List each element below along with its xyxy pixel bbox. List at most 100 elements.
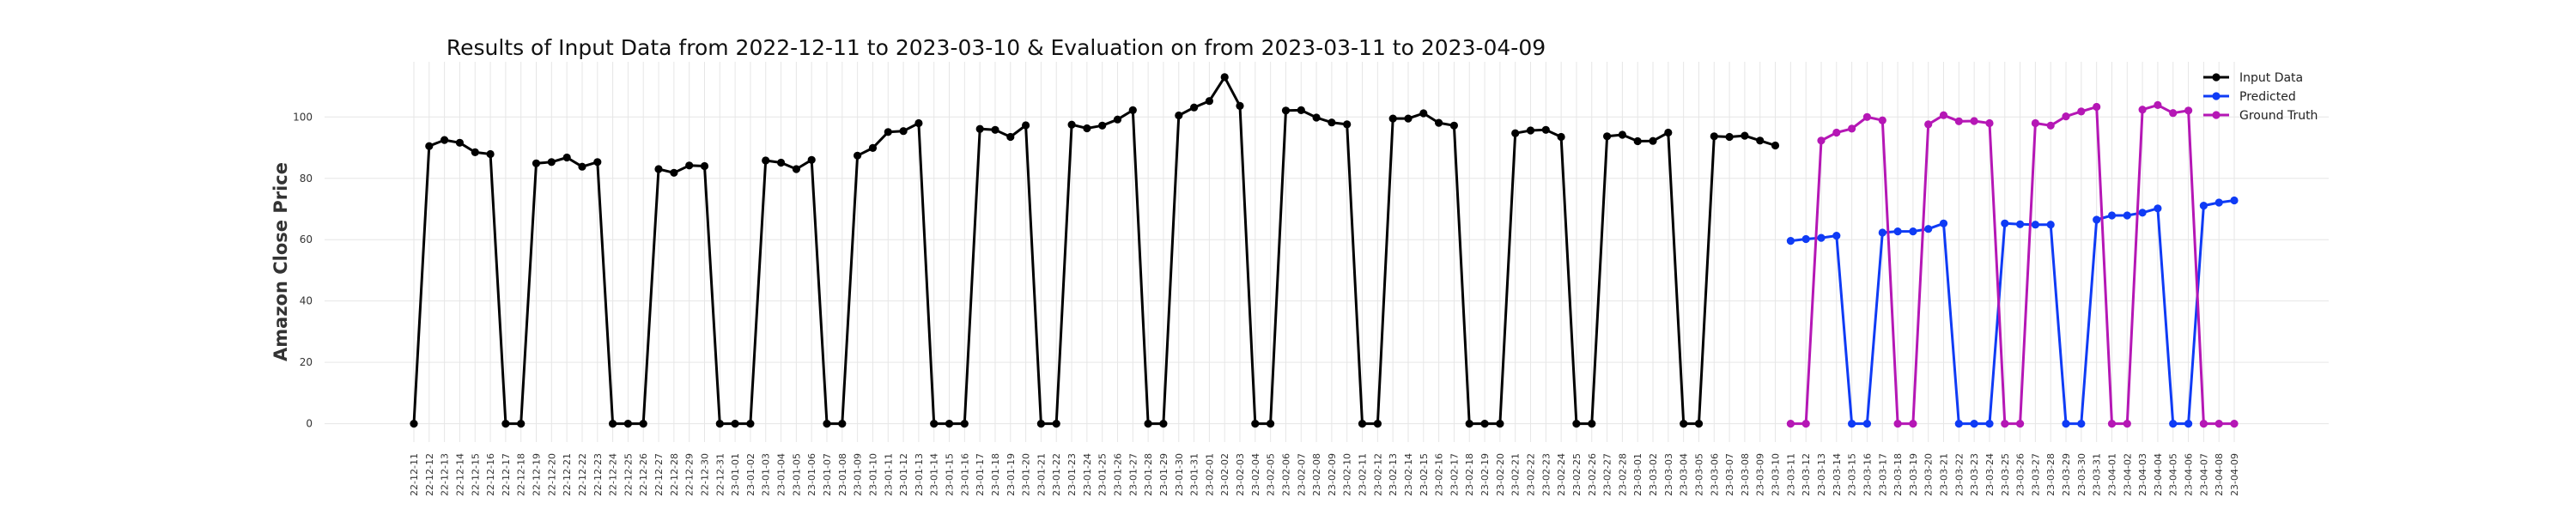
legend-swatch-marker <box>2212 73 2221 82</box>
data-point <box>639 420 647 428</box>
chart-title: Results of Input Data from 2022-12-11 to… <box>447 35 1546 60</box>
data-point <box>1067 120 1076 129</box>
data-point <box>868 143 878 152</box>
x-tick-label: 23-02-21 <box>1510 453 1522 496</box>
x-tick-label: 23-03-20 <box>1923 453 1935 496</box>
x-tick-label: 23-03-04 <box>1679 453 1690 496</box>
data-point <box>2169 420 2178 428</box>
x-tick-label: 23-02-05 <box>1266 453 1277 496</box>
data-point <box>1909 420 1917 428</box>
x-tick-label: 23-03-19 <box>1908 453 1919 496</box>
data-point <box>517 420 526 428</box>
x-tick-label: 23-03-24 <box>1984 453 1996 496</box>
x-tick-label: 23-01-19 <box>1005 453 1017 496</box>
data-point <box>1541 125 1550 134</box>
x-tick-label: 23-02-10 <box>1342 453 1353 496</box>
data-point <box>746 420 755 428</box>
x-tick-label: 23-03-30 <box>2076 453 2087 496</box>
legend-swatch-marker <box>2212 111 2221 119</box>
data-point <box>2001 219 2009 227</box>
x-tick-label: 23-04-02 <box>2122 453 2133 496</box>
data-point <box>1985 420 1994 428</box>
data-point <box>1480 420 1489 428</box>
x-tick-label: 23-01-21 <box>1036 453 1047 496</box>
data-point <box>2199 420 2208 428</box>
data-point <box>731 420 739 428</box>
data-point <box>1939 111 1948 119</box>
data-point <box>991 125 999 134</box>
y-tick-label: 80 <box>300 173 313 185</box>
data-point <box>1985 118 1994 128</box>
data-point <box>1680 420 1688 428</box>
x-tick-label: 23-03-12 <box>1801 453 1812 496</box>
data-point <box>975 124 984 133</box>
data-point <box>2123 420 2131 428</box>
data-point <box>1878 116 1886 124</box>
x-tick-label: 23-02-16 <box>1434 453 1445 496</box>
x-tick-label: 22-12-27 <box>653 453 665 496</box>
y-axis-ticks: 0 20 40 60 80 100 <box>293 111 313 429</box>
x-tick-label: 23-04-07 <box>2198 453 2209 496</box>
x-tick-label: 23-03-27 <box>2030 453 2041 496</box>
data-point <box>2077 420 2086 428</box>
data-point <box>1557 132 1565 142</box>
data-point <box>854 151 862 160</box>
x-tick-label: 23-02-12 <box>1372 453 1383 496</box>
data-point <box>914 118 923 128</box>
data-point <box>2199 202 2208 210</box>
x-tick-label: 23-01-06 <box>806 453 817 496</box>
data-point <box>1373 420 1382 428</box>
data-point <box>1312 113 1321 122</box>
x-tick-label: 23-04-01 <box>2106 453 2117 496</box>
data-point <box>1725 132 1734 142</box>
x-tick-label: 23-01-07 <box>822 453 833 496</box>
data-point <box>1006 132 1015 142</box>
x-tick-label: 23-01-01 <box>730 453 741 496</box>
x-tick-label: 23-01-26 <box>1112 453 1123 496</box>
x-tick-label: 22-12-15 <box>470 453 481 496</box>
x-tick-label: 23-02-11 <box>1358 453 1369 496</box>
x-tick-label: 23-02-07 <box>1296 453 1307 496</box>
data-point <box>1388 114 1397 123</box>
data-point <box>593 158 602 167</box>
x-tick-label: 23-01-12 <box>898 453 909 496</box>
x-tick-label: 23-04-08 <box>2214 453 2225 496</box>
data-point <box>1404 114 1413 123</box>
data-point <box>2077 107 2086 116</box>
x-tick-label: 23-04-04 <box>2153 453 2164 496</box>
data-point <box>792 165 801 173</box>
series-line <box>412 76 1776 426</box>
y-tick-label: 40 <box>300 295 313 307</box>
x-tick-label: 22-12-14 <box>454 453 465 496</box>
x-tick-label: 23-01-27 <box>1127 453 1139 496</box>
data-point <box>440 136 449 144</box>
x-tick-label: 23-02-19 <box>1479 453 1491 496</box>
data-point <box>1419 109 1428 118</box>
x-axis-ticks: 22-12-11 22-12-12 22-12-13 22-12-14 22-12-15… <box>409 453 2240 496</box>
data-point <box>1113 115 1122 124</box>
data-point <box>455 138 465 147</box>
data-point <box>1862 420 1871 428</box>
x-tick-label: 22-12-20 <box>546 453 557 496</box>
data-point <box>1710 132 1718 141</box>
data-point <box>1128 106 1137 114</box>
legend-label: Ground Truth <box>2239 109 2318 123</box>
data-point <box>578 162 586 171</box>
data-point <box>1083 124 1091 133</box>
data-point <box>654 165 663 173</box>
data-point <box>1970 117 1978 125</box>
data-point <box>1970 420 1978 428</box>
x-tick-label: 23-03-26 <box>2015 453 2026 496</box>
x-tick-label: 22-12-11 <box>409 453 420 496</box>
data-point <box>1281 106 1291 115</box>
data-point <box>807 155 816 164</box>
data-point <box>838 420 847 428</box>
data-point <box>2016 420 2025 428</box>
data-point <box>1756 136 1765 145</box>
data-point <box>1588 420 1596 428</box>
data-point <box>2138 106 2147 114</box>
data-point <box>1924 120 1933 129</box>
x-tick-label: 23-01-22 <box>1051 453 1062 496</box>
data-point <box>1924 225 1933 233</box>
x-tick-label: 23-01-18 <box>990 453 1001 496</box>
